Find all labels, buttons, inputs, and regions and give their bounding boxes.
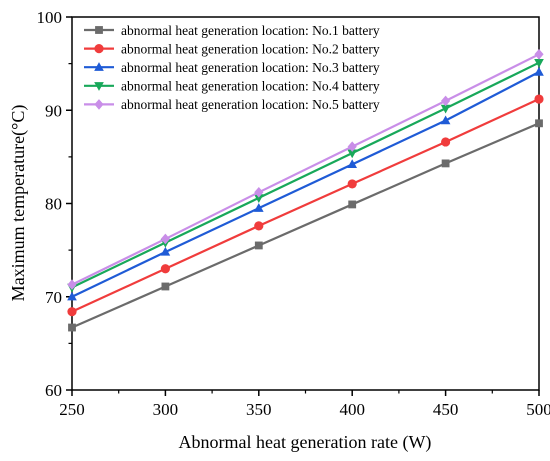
series-5-point — [347, 141, 357, 152]
y-axis: 60 70 80 90 100 — [37, 8, 72, 400]
series-3-point — [347, 159, 358, 169]
series-3 — [67, 66, 544, 301]
legend-label: abnormal heat generation location: No.1 … — [121, 23, 380, 38]
legend-item-2: abnormal heat generation location: No.2 … — [84, 41, 380, 56]
series-3-point — [160, 246, 171, 256]
legend-label: abnormal heat generation location: No.5 … — [121, 97, 380, 112]
series-2-point — [347, 179, 357, 189]
legend-item-5: abnormal heat generation location: No.5 … — [84, 97, 380, 112]
series-3-point — [67, 291, 77, 301]
series-3-point — [534, 66, 544, 76]
x-tick-label: 300 — [153, 400, 179, 419]
series-1-point — [441, 159, 450, 168]
x-tick-label: 450 — [433, 400, 459, 419]
series-2-line — [71, 98, 540, 313]
series-5-point — [160, 233, 170, 245]
y-tick-label: 60 — [45, 381, 62, 400]
series-3-point — [440, 115, 451, 125]
series-2-point — [67, 307, 77, 317]
x-tick-label: 400 — [339, 400, 365, 419]
legend-swatch-marker — [94, 99, 104, 110]
series-4 — [67, 59, 544, 293]
series-4-point — [253, 194, 264, 203]
series-5 — [67, 49, 544, 290]
series-1-point — [161, 282, 170, 291]
series-2-point — [160, 264, 170, 274]
series-3-line — [71, 71, 540, 298]
series-3-point — [253, 203, 264, 212]
legend-swatch-marker — [95, 26, 103, 34]
series-layer — [67, 49, 544, 332]
series-5-point — [254, 187, 264, 198]
legend-label: abnormal heat generation location: No.3 … — [121, 60, 380, 75]
series-1-point — [68, 323, 76, 332]
series-4-point — [347, 149, 358, 159]
series-1-line — [71, 122, 540, 329]
series-5-point — [441, 95, 451, 107]
series-1-point — [348, 200, 357, 209]
legend-label: abnormal heat generation location: No.2 … — [121, 41, 380, 56]
x-tick-label: 350 — [246, 400, 272, 419]
legend-item-4: abnormal heat generation location: No.4 … — [84, 79, 380, 94]
y-tick-label: 80 — [45, 195, 62, 214]
series-2-point — [534, 94, 544, 104]
legend: abnormal heat generation location: No.1 … — [84, 23, 380, 112]
series-1 — [68, 119, 543, 332]
legend-label: abnormal heat generation location: No.4 … — [121, 79, 380, 94]
x-axis-label: Abnormal heat generation rate (W) — [179, 432, 432, 453]
series-2 — [67, 94, 544, 317]
series-4-point — [534, 59, 544, 68]
y-tick-label: 90 — [45, 101, 62, 120]
x-tick-label: 500 — [526, 400, 550, 419]
series-1-point — [535, 119, 543, 128]
series-2-point — [441, 137, 451, 147]
legend-swatch-marker — [94, 62, 104, 71]
series-4-point — [440, 104, 451, 114]
legend-item-3: abnormal heat generation location: No.3 … — [84, 60, 380, 75]
series-5-line — [71, 53, 540, 286]
legend-item-1: abnormal heat generation location: No.1 … — [84, 23, 380, 38]
series-5-point — [534, 49, 544, 60]
y-axis-label: Maximum temperature(°C) — [8, 105, 29, 302]
series-1-point — [254, 241, 263, 250]
series-5-point — [67, 279, 77, 290]
legend-swatch-marker — [94, 44, 104, 54]
x-tick-label: 250 — [59, 400, 85, 419]
y-tick-label: 70 — [45, 288, 62, 307]
x-axis: 250 300 350 400 450 500 — [59, 390, 550, 419]
y-tick-label: 100 — [37, 8, 63, 27]
legend-swatch-marker — [94, 82, 104, 91]
series-2-point — [254, 221, 264, 231]
series-4-line — [71, 61, 540, 289]
